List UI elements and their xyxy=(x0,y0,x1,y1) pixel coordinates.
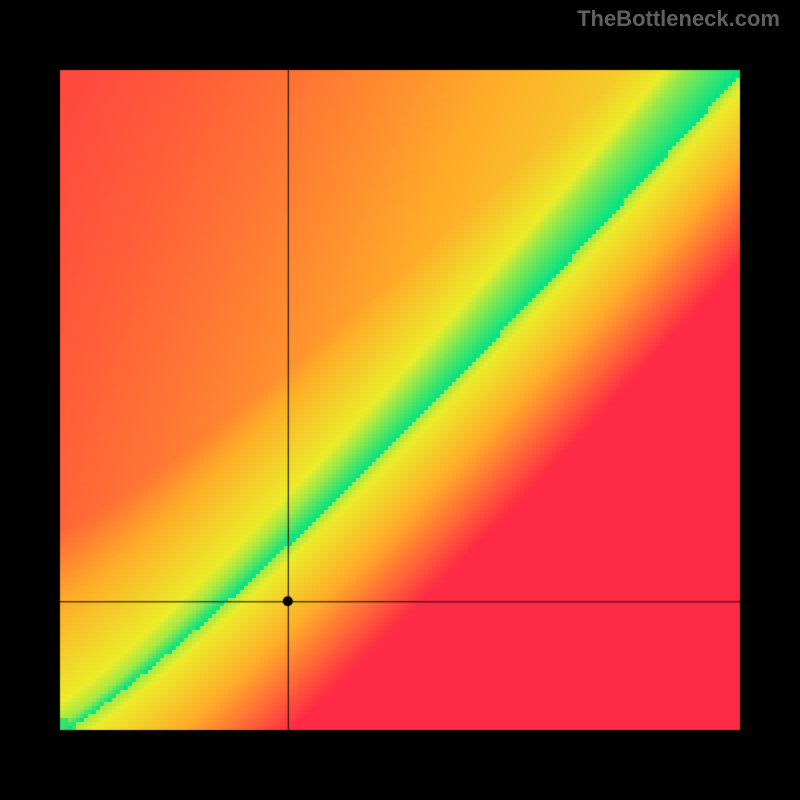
chart-container: TheBottleneck.com xyxy=(0,0,800,800)
heatmap-canvas xyxy=(0,0,800,800)
watermark-text: TheBottleneck.com xyxy=(577,6,780,32)
